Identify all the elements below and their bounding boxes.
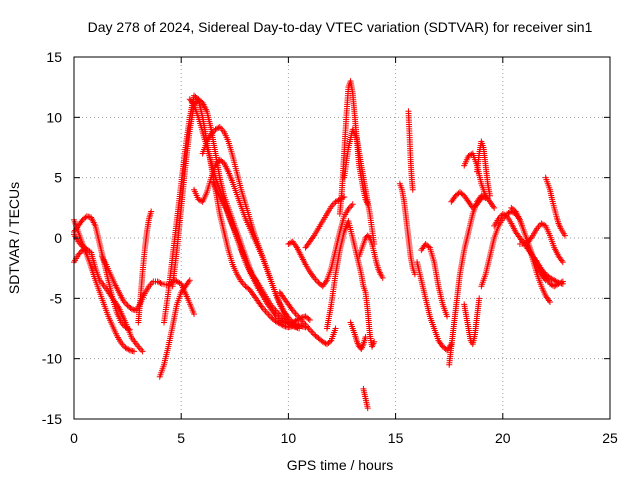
data-point-marker [365,233,372,240]
data-point-marker [472,202,479,209]
y-tick-label: -15 [42,411,62,427]
data-point-marker [491,204,498,211]
data-point-marker [82,245,89,252]
series-arc-15 [276,289,339,348]
series-arc-17 [323,218,378,350]
series-arc-24 [405,108,416,193]
data-point-marker [253,277,260,284]
data-point-marker [379,274,386,281]
series-arc-22 [360,385,371,412]
x-axis-label: GPS time / hours [287,457,394,473]
y-tick-label: -5 [50,290,63,306]
data-point-marker [362,333,369,340]
data-point-marker [349,201,356,208]
series-arc-36 [542,174,568,239]
y-axis-label: SDTVAR / TECUs [6,182,22,294]
data-point-marker [502,212,509,219]
data-point-marker [125,346,132,353]
series-arc-11 [191,156,300,331]
x-tick-label: 20 [495,430,511,446]
series-arc-31 [474,138,493,199]
series-arc-30 [461,295,483,348]
data-point-marker [409,186,416,193]
data-point-marker [83,247,90,254]
series-arc-04 [98,253,198,318]
series-arc-20 [347,319,369,353]
data-point-marker [364,405,371,412]
x-tick-label: 0 [70,430,78,446]
data-point-marker [326,338,333,345]
series-arc-23 [396,180,418,278]
series-arc-01 [71,244,146,355]
series-arc-37 [529,253,566,290]
y-tick-label: 5 [54,170,62,186]
x-tick-label: 25 [602,430,618,446]
data-point-marker [546,298,553,305]
x-axis-ticks: 0 5 10 15 20 25 [70,57,618,446]
x-tick-label: 15 [388,430,404,446]
data-point-marker [125,325,132,332]
data-point-marker [332,325,339,332]
series-arc-09 [169,96,303,332]
data-point-marker [186,277,193,284]
data-point-marker [292,321,299,328]
series-arc-26 [418,241,451,320]
series-arc-07 [156,277,193,380]
data-point-marker [306,317,313,324]
data-point-marker [77,248,84,255]
series-arc-21 [356,232,386,281]
series-arc-35 [516,220,566,266]
x-tick-label: 5 [177,430,185,446]
series-arc-14 [285,201,356,290]
data-point-marker [561,232,568,239]
series-arc-25 [414,259,455,354]
y-tick-label: 15 [46,49,62,65]
data-point-marker [486,192,493,199]
data-point-marker [131,348,138,355]
data-point-marker [305,315,312,322]
data-point-marker [191,311,198,318]
series-arc-12 [199,123,305,330]
data-point-marker [245,285,252,292]
data-point-marker [288,239,295,246]
y-tick-label: 10 [46,109,62,125]
data-point-marker [411,271,418,278]
data-point-marker [558,279,565,286]
y-tick-label: -10 [42,351,62,367]
data-series [71,78,568,412]
data-point-marker [75,251,82,258]
data-point-marker [215,124,222,131]
data-point-marker [148,208,155,215]
data-point-marker [476,295,483,302]
data-point-marker [279,318,286,325]
data-point-marker [76,250,83,257]
data-point-marker [444,313,451,320]
data-point-marker [139,348,146,355]
y-tick-label: 0 [54,230,62,246]
data-point-marker [559,259,566,266]
data-point-marker [341,193,348,200]
data-point-marker [157,280,164,287]
chart-title: Day 278 of 2024, Sidereal Day-to-day VTE… [88,19,593,35]
x-tick-label: 10 [281,430,297,446]
series-arc-27 [446,192,489,368]
series-arc-06 [135,208,155,326]
data-point-marker [298,323,305,330]
y-axis-ticks: -15 -10 -5 0 5 10 15 [42,49,610,427]
series-arc-13 [210,179,260,284]
series-arc-28 [448,189,489,211]
data-point-marker [459,191,466,198]
data-point-marker [126,326,133,333]
data-point-marker [425,243,432,250]
data-point-marker [371,338,378,345]
data-point-marker [559,278,566,285]
